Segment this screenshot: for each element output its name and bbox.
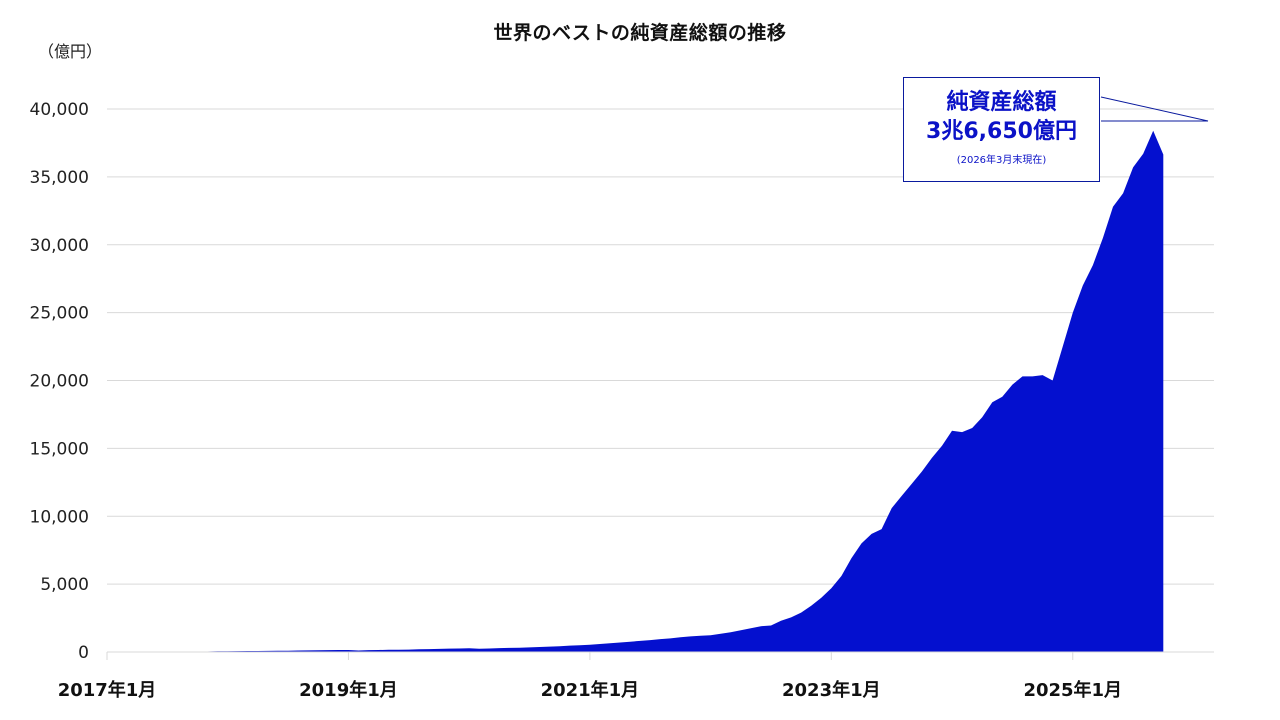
x-tick-label: 2025年1月 [1023,679,1122,701]
x-tick-label: 2023年1月 [782,679,881,701]
x-axis: 2017年1月 2019年1月 2021年1月 2023年1月 2025年1月 [58,651,1214,701]
x-tick-label: 2021年1月 [541,679,640,701]
y-tick-label: 10,000 [30,507,89,527]
y-tick-label: 5,000 [40,575,89,595]
y-tick-label: 40,000 [30,100,89,120]
y-axis-ticks: 0 5,000 10,000 15,000 20,000 25,000 30,000 35,0… [30,100,89,663]
y-tick-label: 30,000 [30,236,89,256]
x-tick-label: 2019年1月 [299,679,398,701]
callout-title: 純資産総額 [946,90,1057,115]
y-tick-label: 0 [78,643,89,663]
y-axis-unit-label: （億円） [38,42,103,61]
callout-leader-line [1100,96,1209,122]
x-tick-label: 2017年1月 [58,679,157,701]
callout-date: (2026年3月末現在) [956,155,1047,166]
y-tick-label: 35,000 [30,168,89,188]
net-assets-area [207,130,1164,652]
y-tick-label: 20,000 [30,372,89,392]
callout-value: 3兆6,650億円 [926,119,1077,144]
chart-title: 世界のベストの純資産総額の推移 [493,22,787,44]
net-assets-callout: 純資産総額 3兆6,650億円 (2026年3月末現在) [903,77,1100,182]
y-tick-label: 15,000 [30,439,89,459]
y-tick-label: 25,000 [30,304,89,324]
